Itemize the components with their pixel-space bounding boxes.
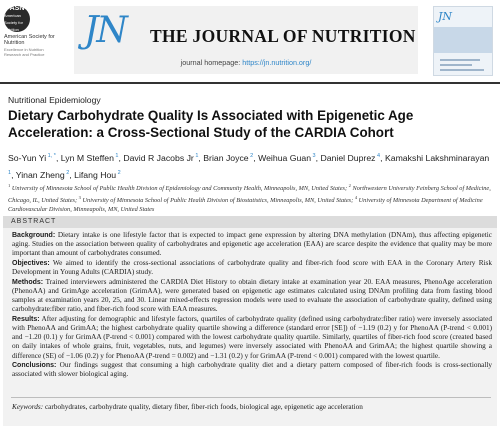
abstract-background: Background: Dietary intake is one lifest… <box>12 231 492 258</box>
author[interactable]: Lyn M Steffen 1 <box>61 153 119 163</box>
cover-line <box>440 69 484 71</box>
article-section: Nutritional Epidemiology <box>8 95 101 105</box>
keywords: Keywords: carbohydrates, carbohydrate qu… <box>12 403 492 411</box>
homepage-prefix: journal homepage: <box>180 58 243 67</box>
journal-banner: JN THE JOURNAL OF NUTRITION journal home… <box>74 6 418 74</box>
header-rule <box>0 82 500 84</box>
cover-band <box>434 27 492 53</box>
abstract-box: ABSTRACT Background: Dietary intake is o… <box>3 216 497 426</box>
cover-line <box>440 59 480 61</box>
article-title: Dietary Carbohydrate Quality Is Associat… <box>8 108 414 140</box>
affiliation: 4 University of Minnesota Department of … <box>8 194 483 213</box>
author-name: Lyn M Steffen <box>60 152 114 163</box>
author-name: Weihua Guan <box>258 152 312 163</box>
author-list: So-Yun Yi 1, *, Lyn M Steffen 1, David R… <box>8 152 490 180</box>
society-name: American Society for Nutrition <box>4 34 55 47</box>
author[interactable]: Lifang Hou 2 <box>74 170 121 180</box>
abstract-objectives: Objectives: We aimed to identify the cro… <box>12 258 492 277</box>
affiliation-text: Northwestern University Feinberg School … <box>8 185 491 204</box>
journal-cover-thumbnail[interactable]: JN <box>433 6 493 76</box>
author-affiliation-marker[interactable]: 1, * <box>46 153 56 159</box>
affiliation: 2 Northwestern University Feinberg Schoo… <box>8 183 491 204</box>
author-affiliation-marker[interactable]: 1 <box>113 153 119 159</box>
keywords-list: carbohydrates, carbohydrate quality, die… <box>44 403 363 411</box>
society-logo[interactable]: ASN American Society for Nutrition Ameri… <box>4 5 58 58</box>
author-affiliation-marker[interactable]: 2 <box>248 153 254 159</box>
affiliation-number: 1 <box>8 183 11 188</box>
author[interactable]: Yinan Zheng 2 <box>16 170 70 180</box>
cover-line <box>440 64 472 66</box>
asn-logo-mark: ASN American Society for Nutrition <box>4 5 30 32</box>
author-name: Yinan Zheng <box>15 169 65 180</box>
affiliation-number: 3 <box>78 194 81 200</box>
author-affiliation-marker[interactable]: 2 <box>64 169 70 176</box>
author[interactable]: Kamakshi Lakshminarayan 1 <box>8 153 489 180</box>
affiliation-text: University of Minnesota School of Public… <box>10 185 349 193</box>
affiliations: 1 University of Minnesota School of Publ… <box>8 182 494 215</box>
author-affiliation-marker[interactable]: 1 <box>193 153 199 159</box>
abstract-body: Background: Dietary intake is one lifest… <box>12 231 492 380</box>
journal-homepage: journal homepage: https://jn.nutrition.o… <box>74 58 418 67</box>
author-name: Brian Joyce <box>203 152 249 163</box>
affiliation: 1 University of Minnesota School of Publ… <box>8 183 349 193</box>
author-name: Daniel Duprez <box>320 152 376 163</box>
society-tagline: Excellence in Nutrition Research and Pra… <box>4 47 45 57</box>
author-affiliation-marker[interactable]: 4 <box>375 153 381 159</box>
author[interactable]: Weihua Guan 3 <box>258 153 316 163</box>
abstract-methods: Methods: Trained interviewers administer… <box>12 277 492 314</box>
abstract-results: Results: After adjusting for demographic… <box>12 314 493 360</box>
author-affiliation-marker[interactable]: 2 <box>116 169 121 176</box>
author-name: Lifang Hou <box>74 169 117 180</box>
journal-title: THE JOURNAL OF NUTRITION <box>150 26 416 46</box>
author-name: Kamakshi Lakshminarayan <box>384 152 490 163</box>
abstract-conclusions: Conclusions: Our findings suggest that c… <box>12 361 492 379</box>
author-name: So-Yun Yi <box>8 152 47 163</box>
affiliation-text: University of Minnesota School of Public… <box>80 196 355 204</box>
affiliation-number: 4 <box>354 194 358 200</box>
author[interactable]: Daniel Duprez 4 <box>320 153 380 163</box>
keywords-label: Keywords: <box>12 403 44 411</box>
journal-logo-mark: JN <box>84 10 128 51</box>
author-affiliation-marker[interactable]: 3 <box>311 153 316 159</box>
affiliation-text: University of Minnesota Department of Me… <box>8 196 483 213</box>
cover-logo-mark: JN <box>438 10 453 23</box>
keywords-divider <box>11 397 491 398</box>
affiliation: 3 University of Minnesota School of Publ… <box>78 194 355 204</box>
homepage-link[interactable]: https://jn.nutrition.org/ <box>242 58 312 67</box>
author-affiliation-marker[interactable]: 1 <box>8 169 12 176</box>
abstract-heading: ABSTRACT <box>3 216 497 228</box>
journal-header: ASN American Society for Nutrition Ameri… <box>0 0 500 80</box>
affiliation-number: 2 <box>348 183 351 188</box>
author[interactable]: So-Yun Yi 1, * <box>8 153 56 163</box>
author[interactable]: Brian Joyce 2 <box>203 153 253 163</box>
author[interactable]: David R Jacobs Jr 1 <box>123 153 198 163</box>
author-name: David R Jacobs Jr <box>123 152 194 163</box>
